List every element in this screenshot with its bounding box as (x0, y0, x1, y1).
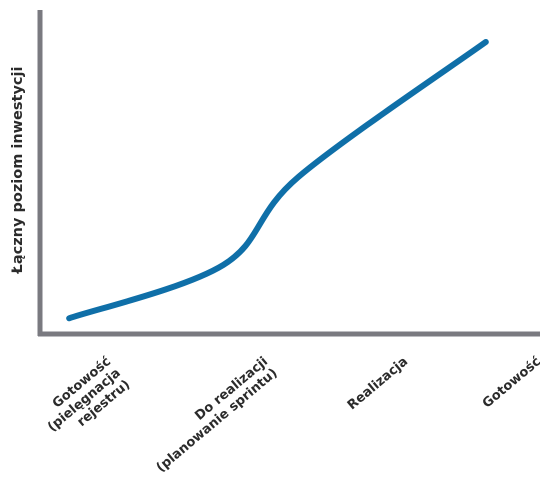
x-tick-label-line: Realizacja (345, 354, 411, 413)
x-tick-label: Gotowość (480, 354, 540, 411)
x-tick-label-line: (planowanie sprintu) (154, 366, 281, 476)
x-tick-label: Realizacja (345, 354, 411, 413)
x-tick-label: Do realizacji(planowanie sprintu) (144, 354, 281, 475)
y-axis-label: Łączny poziom inwestycji (10, 67, 26, 275)
x-tick-label-line: Gotowość (480, 354, 540, 411)
series-line (66, 38, 489, 322)
x-tick-label: Gotowość(pielęgnacjarejestru) (35, 354, 133, 447)
x-tick-labels: Gotowość(pielęgnacjarejestru) Do realizac… (35, 354, 540, 476)
